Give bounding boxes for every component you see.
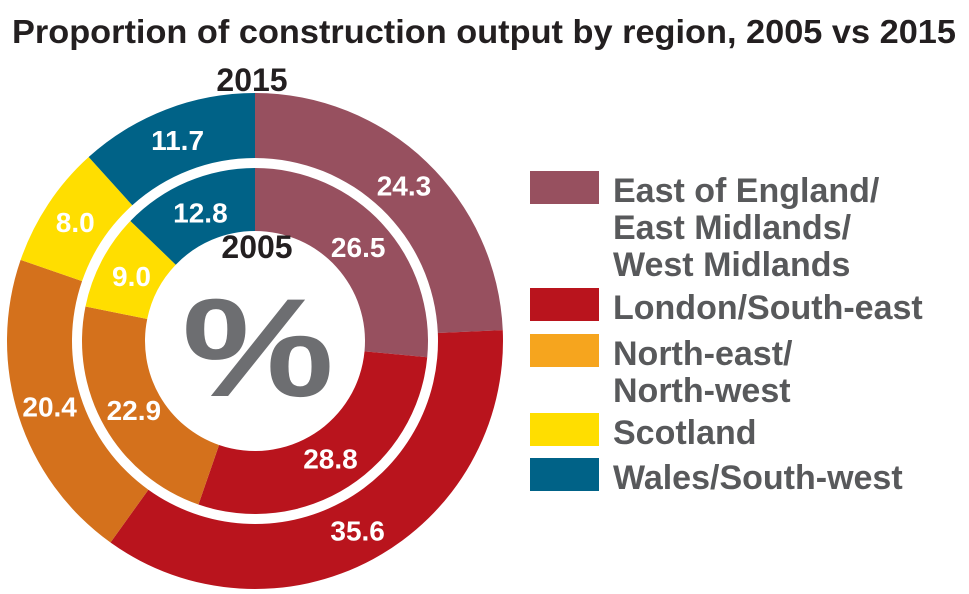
rings <box>6 93 503 589</box>
legend-label: West Midlands <box>613 246 850 284</box>
chart-title: Proportion of construction output by reg… <box>12 13 956 50</box>
value-label-2015-4: 11.7 <box>151 125 204 156</box>
slice-2005-4 <box>130 168 255 265</box>
legend-swatch <box>530 458 599 491</box>
legend: East of England/East Midlands/West Midla… <box>530 171 923 497</box>
series-label-2015: 2015 <box>216 62 287 98</box>
value-label-2005-2: 22.9 <box>107 395 162 426</box>
legend-label: North-west <box>613 372 791 410</box>
legend-label: East of England/ <box>613 172 880 210</box>
center-percent-label: % <box>182 269 334 426</box>
slice-2005-3 <box>85 220 176 320</box>
value-label-2005-4: 12.8 <box>173 198 228 229</box>
legend-swatch <box>530 171 599 204</box>
value-label-2005-0: 26.5 <box>331 232 386 263</box>
value-label-2015-1: 35.6 <box>330 515 385 546</box>
slice-2005-1 <box>198 351 428 514</box>
legend-label: Wales/South-west <box>613 459 903 497</box>
series-label-2005: 2005 <box>221 229 292 265</box>
slice-2015-1 <box>110 330 503 589</box>
legend-item-4: Wales/South-west <box>530 458 903 497</box>
legend-label: North-east/ <box>613 335 793 373</box>
value-label-2005-3: 9.0 <box>112 261 151 292</box>
legend-swatch <box>530 413 599 446</box>
value-label-2015-2: 20.4 <box>22 391 77 422</box>
value-labels: 24.3 35.6 20.4 8.0 11.7 26.5 28.8 22.9 9.0 12.8 <box>22 125 431 547</box>
legend-swatch <box>530 334 599 367</box>
slice-2015-2 <box>6 259 149 543</box>
slice-2015-0 <box>255 93 503 333</box>
slice-2005-2 <box>81 306 220 505</box>
legend-label: East Midlands/ <box>613 209 852 247</box>
legend-item-2: North-east/North-west <box>530 334 793 410</box>
slice-2015-4 <box>88 93 255 206</box>
value-label-2015-3: 8.0 <box>56 207 95 238</box>
legend-swatch <box>530 288 599 321</box>
legend-label: Scotland <box>613 414 757 452</box>
legend-item-3: Scotland <box>530 413 757 452</box>
legend-item-1: London/South-east <box>530 288 923 327</box>
slice-2015-3 <box>20 157 133 282</box>
legend-item-0: East of England/East Midlands/West Midla… <box>530 171 880 284</box>
value-label-2005-1: 28.8 <box>303 443 358 474</box>
value-label-2015-0: 24.3 <box>377 170 432 201</box>
legend-label: London/South-east <box>613 289 923 327</box>
slice-2005-0 <box>255 168 428 358</box>
